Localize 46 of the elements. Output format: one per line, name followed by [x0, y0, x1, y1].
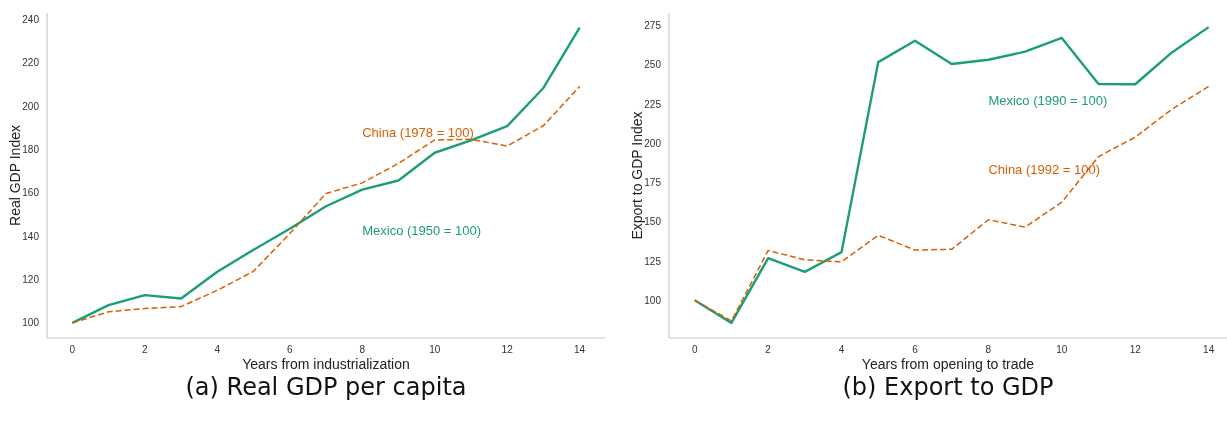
y-tick-label: 160: [22, 187, 40, 199]
y-tick-label: 220: [22, 57, 40, 69]
x-tick-label: 0: [691, 344, 698, 355]
x-tick-label: 0: [69, 344, 76, 355]
x-tick-label: 2: [142, 344, 149, 355]
x-tick-label: 6: [286, 344, 293, 355]
series-label: China (1992 = 100): [988, 162, 1101, 178]
line-series: [71, 26, 581, 325]
y-tick-label: 175: [644, 177, 662, 189]
text: (a) Real GDP per capita: [185, 373, 467, 401]
y-tick-label: 120: [22, 274, 40, 285]
series-label: Mexico (1990 = 100): [988, 93, 1108, 109]
x-axis-title: Years from industrialization: [242, 356, 410, 372]
x-tick-label: 4: [838, 344, 845, 355]
line-series: [71, 85, 581, 324]
x-tick-label: 8: [985, 344, 992, 355]
series-label: China (1978 = 100): [362, 125, 474, 141]
x-tick-label: 4: [214, 344, 221, 355]
line-series: [693, 85, 1210, 322]
x-tick-label: 10: [1056, 344, 1068, 355]
x-tick-label: 2: [765, 344, 772, 355]
x-tick-label: 10: [429, 344, 441, 355]
y-tick-label: 240: [22, 14, 40, 25]
y-axis-title: Export to GDP Index: [629, 111, 645, 240]
y-tick-label: 225: [644, 98, 662, 110]
x-tick-label: 14: [574, 344, 586, 355]
y-tick-label: 275: [644, 20, 662, 32]
y-tick-label: 100: [22, 317, 40, 329]
x-tick-label: 8: [359, 344, 366, 355]
x-axis-title: Years from opening to trade: [861, 356, 1035, 372]
y-tick-label: 200: [644, 137, 662, 149]
y-tick-label: 140: [22, 230, 40, 242]
text: Mexico (1950 = 100): [362, 223, 482, 239]
y-tick-label: 100: [644, 294, 662, 306]
y-tick-label: 125: [644, 255, 662, 267]
x-tick-label: 6: [912, 344, 919, 355]
y-tick-label: 200: [22, 100, 40, 112]
x-tick-label: 12: [1129, 344, 1142, 355]
y-tick-label: 150: [644, 216, 662, 228]
y-tick-label: 250: [644, 59, 662, 71]
line-series: [693, 25, 1210, 325]
x-tick-label: 14: [1203, 344, 1215, 355]
y-axis-title: Real GDP Index: [7, 125, 23, 226]
x-tick-label: 12: [501, 344, 514, 355]
y-tick-label: 180: [22, 144, 40, 155]
text: (b) Export to GDP: [842, 373, 1054, 401]
